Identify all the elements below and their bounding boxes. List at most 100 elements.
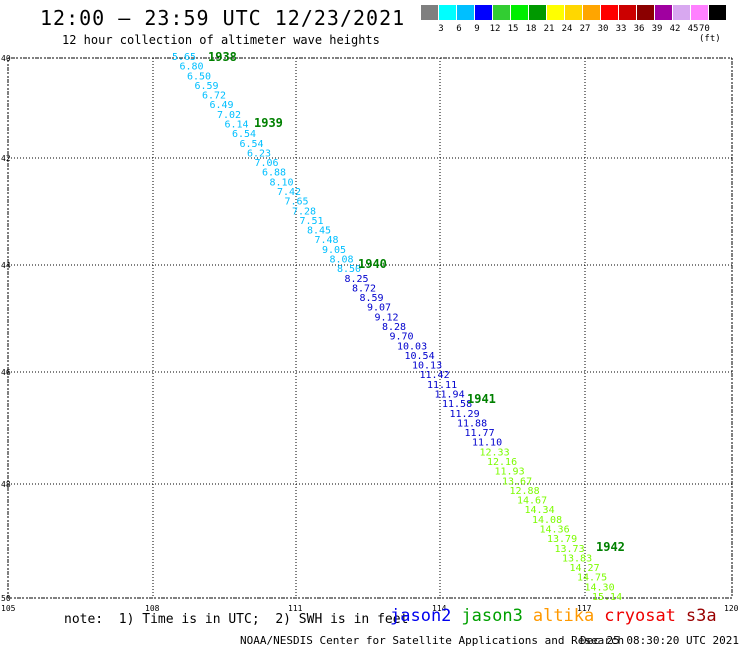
latitude-tick-label: 46 — [1, 368, 11, 377]
wave-height-value: 6.50 — [187, 71, 211, 82]
wave-height-value: 10.03 — [397, 341, 427, 352]
wave-height-value: 14.34 — [525, 505, 555, 516]
units-note: note: 1) Time is in UTC; 2) SWH is in fe… — [64, 612, 409, 627]
latitude-tick-label: 44 — [1, 261, 11, 270]
satellite-legend: jason2 jason3 altika cryosat s3a — [390, 606, 727, 626]
colorbar-swatch — [439, 5, 456, 20]
wave-height-value: 11.10 — [472, 438, 502, 449]
wave-height-value: 14.67 — [517, 496, 547, 507]
colorbar-swatch — [655, 5, 672, 20]
wave-height-value: 13.79 — [547, 534, 577, 545]
wave-height-value: 10.54 — [405, 351, 435, 362]
wave-height-value: 6.54 — [232, 129, 256, 140]
colorbar-label: 15 — [507, 24, 519, 34]
latitude-tick-label: 40 — [1, 54, 11, 63]
colorbar-label: 42 — [669, 24, 681, 34]
wave-height-value: 9.07 — [367, 303, 391, 314]
colorbar-swatch — [529, 5, 546, 20]
wave-height-value: 7.51 — [300, 216, 324, 227]
colorbar-label: 24 — [561, 24, 573, 34]
pass-time-label: 1938 — [208, 50, 237, 64]
colorbar-swatch — [457, 5, 474, 20]
wave-height-value: 11.29 — [450, 409, 480, 420]
colorbar-swatch — [565, 5, 582, 20]
wave-height-value: 7.28 — [292, 206, 316, 217]
wave-height-value: 11.93 — [495, 467, 525, 478]
colorbar-swatch — [619, 5, 636, 20]
wave-height-value: 13.83 — [562, 553, 592, 564]
longitude-tick-label: 120 — [724, 604, 739, 613]
legend-cryosat: cryosat — [604, 606, 676, 626]
colorbar-label: 18 — [525, 24, 537, 34]
wave-height-value: 8.28 — [382, 322, 406, 333]
colorbar-label: 36 — [633, 24, 645, 34]
wave-height-value: 9.12 — [375, 312, 399, 323]
wave-height-value: 14.27 — [570, 563, 600, 574]
wave-height-value: 7.65 — [285, 197, 309, 208]
colorbar-swatch — [547, 5, 564, 20]
colorbar-swatch — [691, 5, 708, 20]
pass-time-label: 1939 — [254, 116, 283, 130]
longitude-tick-label: 108 — [145, 604, 160, 613]
latitude-tick-label: 42 — [1, 154, 11, 163]
pass-time-label: 1941 — [467, 392, 496, 406]
colorbar-swatch — [583, 5, 600, 20]
longitude-tick-label: 114 — [432, 604, 447, 613]
wave-height-value: 5.65 — [172, 52, 196, 63]
colorbar-label: 27 — [579, 24, 591, 34]
colorbar-label: 3 — [438, 24, 444, 34]
legend-jason2: jason2 — [390, 606, 452, 626]
colorbar-swatch — [421, 5, 438, 20]
wave-height-value: 12.33 — [480, 447, 510, 458]
wave-height-value: 8.45 — [307, 226, 331, 237]
wave-height-value: 7.42 — [277, 187, 301, 198]
map-title: 12:00 – 23:59 UTC 12/23/2021 — [40, 6, 406, 30]
wave-height-value: 15.14 — [592, 592, 622, 603]
wave-height-value: 14.75 — [577, 573, 607, 584]
wave-height-value: 6.23 — [247, 148, 271, 159]
colorbar-swatch — [637, 5, 654, 20]
colorbar-swatch — [601, 5, 618, 20]
colorbar-swatch — [475, 5, 492, 20]
colorbar-label: 21 — [543, 24, 555, 34]
wave-height-value: 7.48 — [315, 235, 339, 246]
wave-height-value: 14.08 — [532, 515, 562, 526]
wave-height-value: 11.42 — [420, 370, 450, 381]
colorbar-swatch — [709, 5, 726, 20]
wave-height-value: 8.10 — [270, 177, 294, 188]
wave-height-value: 8.72 — [352, 283, 376, 294]
colorbar-label: 6 — [456, 24, 462, 34]
pass-time-label: 1942 — [596, 540, 625, 554]
satellite-track: 5.656.806.506.596.726.497.026.146.546.54… — [172, 50, 625, 603]
map-grid — [7, 57, 733, 599]
wave-height-value: 9.70 — [390, 332, 414, 343]
latitude-tick-label: 50 — [1, 594, 11, 603]
wave-height-value: 14.30 — [585, 582, 615, 593]
wave-height-value: 6.49 — [210, 100, 234, 111]
colorbar-swatch — [511, 5, 528, 20]
wave-height-value: 11.77 — [465, 428, 495, 439]
colorbar-label: 30 — [597, 24, 609, 34]
wave-height-value: 8.50 — [337, 264, 361, 275]
wave-height-value: 11.88 — [457, 418, 487, 429]
wave-height-value: 8.08 — [330, 255, 354, 266]
wave-height-value: 11.94 — [435, 390, 465, 401]
generated-timestamp: Dec 25 08:30:20 UTC 2021 — [580, 634, 739, 647]
wave-height-value: 13.73 — [555, 544, 585, 555]
longitude-tick-label: 105 — [1, 604, 16, 613]
wave-height-value: 11.11 — [427, 380, 457, 391]
colorbar-label: 70 (ft) — [699, 24, 721, 44]
pass-time-label: 1940 — [358, 257, 387, 271]
wave-height-value: 8.59 — [360, 293, 384, 304]
map-subtitle: 12 hour collection of altimeter wave hei… — [62, 33, 380, 47]
wave-height-value: 12.88 — [510, 486, 540, 497]
colorbar-swatch — [493, 5, 510, 20]
legend-s3a: s3a — [685, 606, 717, 626]
legend-altika: altika — [532, 606, 595, 626]
wave-height-value: 6.54 — [240, 139, 264, 150]
wave-height-value: 9.05 — [322, 245, 346, 256]
colorbar-label: 12 — [489, 24, 501, 34]
wave-height-value: 7.02 — [217, 110, 241, 121]
